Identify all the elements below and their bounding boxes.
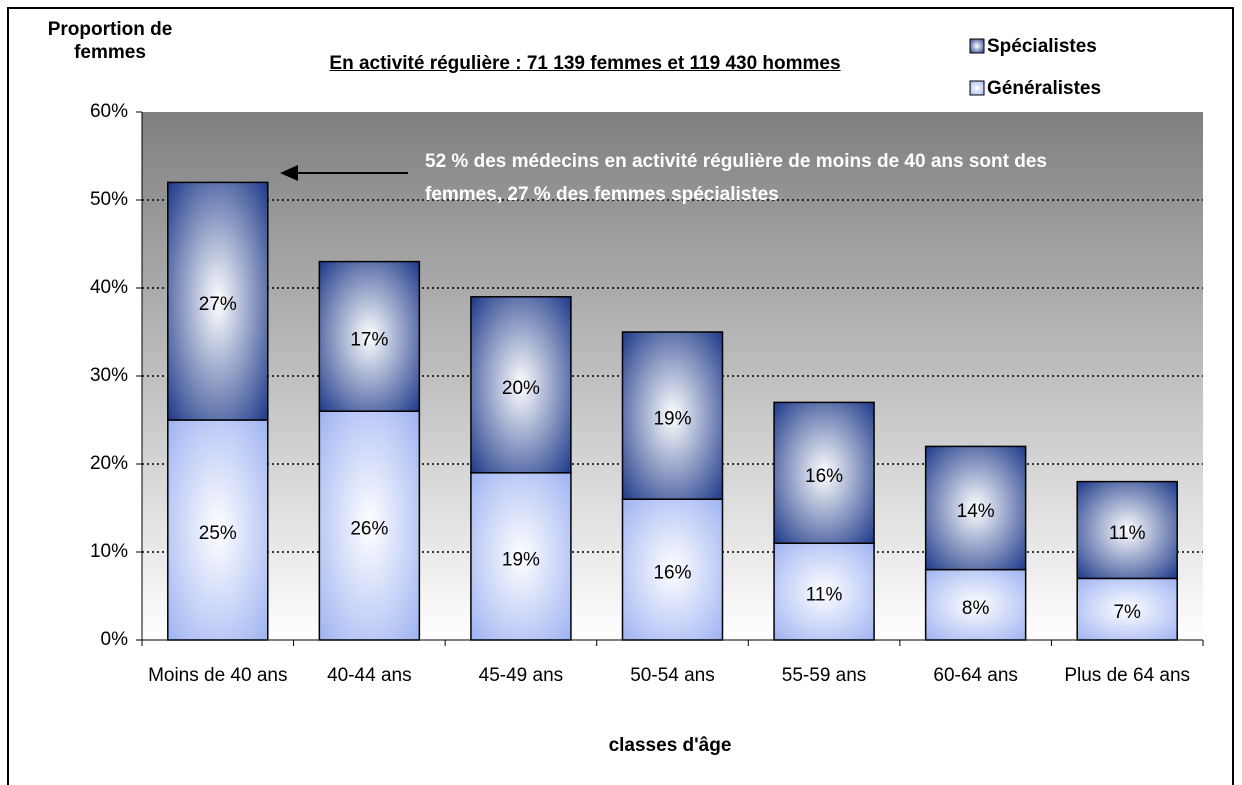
y-tick-label: 50% (90, 189, 128, 210)
bar-segment (773, 542, 875, 641)
y-tick-label: 10% (90, 541, 128, 562)
data-label: 14% (957, 501, 995, 522)
legend-swatch (969, 38, 985, 54)
x-tick-label: 60-64 ans (933, 665, 1018, 686)
arrow-head (280, 165, 298, 181)
data-label: 7% (1113, 602, 1141, 623)
legend-swatch (969, 80, 985, 96)
bar-segment (773, 401, 875, 544)
bar-segment (470, 296, 572, 474)
bar-segment (1076, 577, 1178, 641)
bar-segment (318, 410, 421, 641)
bar-segment (1076, 480, 1178, 580)
y-tick-label: 60% (90, 101, 128, 122)
y-tick-label: 0% (101, 629, 129, 650)
bar-segment (924, 568, 1027, 641)
legend-label: Généralistes (987, 78, 1101, 99)
y-tick-label: 40% (90, 277, 128, 298)
data-label: 19% (502, 549, 540, 570)
x-axis-label: classes d'âge (608, 735, 732, 756)
bar-segment (470, 472, 572, 641)
data-label: 19% (653, 409, 691, 430)
data-label: 25% (199, 523, 237, 544)
data-label: 11% (1109, 523, 1146, 544)
bar-segment (318, 260, 421, 412)
x-tick-label: 45-49 ans (478, 665, 564, 686)
x-tick-label: 50-54 ans (630, 665, 715, 686)
y-axis-label: Proportion de femmes (47, 19, 173, 63)
data-label: 16% (805, 466, 843, 487)
x-tick-label: Plus de 64 ans (1064, 665, 1191, 686)
data-label: 27% (199, 294, 237, 315)
x-tick-label: 55-59 ans (781, 665, 867, 686)
frame (7, 7, 1234, 785)
y-tick-label: 20% (90, 453, 128, 474)
data-label: 8% (962, 598, 990, 619)
annotation: 52 % des médecins en activité régulière … (425, 151, 1047, 205)
x-tick-label: Moins de 40 ans (148, 665, 288, 686)
y-tick-label: 30% (90, 365, 128, 386)
bar-segment (621, 498, 724, 641)
chart-title: En activité régulière : 71 139 femmes et… (329, 53, 841, 74)
bar-segment (924, 445, 1027, 571)
bar-segment (167, 419, 269, 641)
data-label: 26% (350, 519, 388, 540)
bar-segment (621, 331, 724, 500)
bar-segment (167, 181, 269, 421)
legend-label: Spécialistes (987, 36, 1097, 57)
data-label: 11% (806, 585, 843, 606)
data-label: 17% (350, 329, 388, 350)
x-tick-label: 40-44 ans (327, 665, 412, 686)
data-label: 16% (653, 563, 691, 584)
data-label: 20% (502, 378, 540, 399)
